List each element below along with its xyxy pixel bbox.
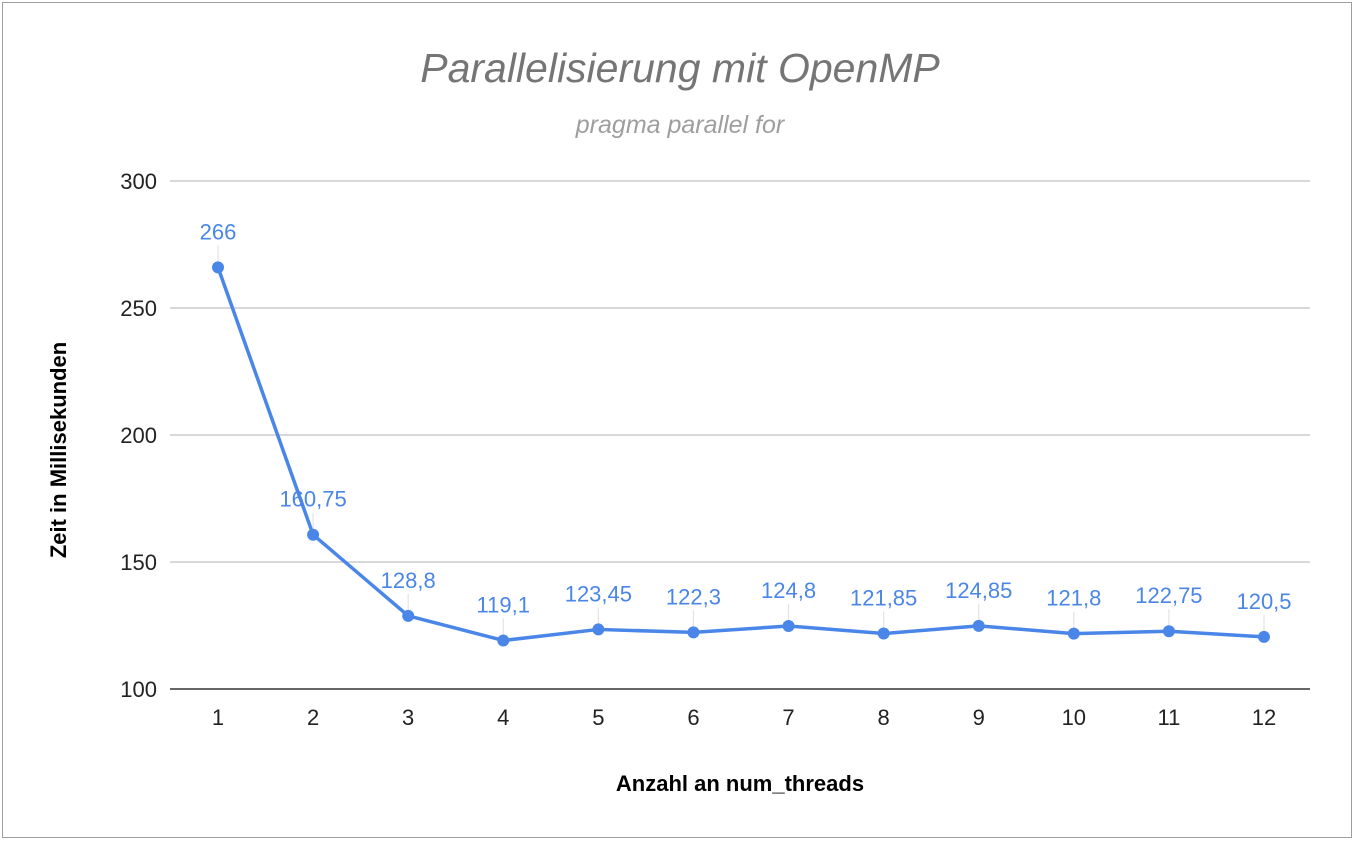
data-label: 160,75 [279, 487, 346, 512]
x-tick-label: 8 [878, 705, 890, 730]
chart-subtitle: pragma parallel for [575, 111, 786, 139]
y-tick-label: 200 [120, 423, 157, 448]
x-axis-ticks: 1 2 3 4 5 6 7 8 9 10 11 12 [212, 705, 1276, 730]
y-axis-ticks: 100 150 200 250 300 [120, 169, 157, 702]
y-tick-label: 250 [120, 296, 157, 321]
x-tick-label: 7 [782, 705, 794, 730]
series-line [216, 265, 1266, 643]
x-tick-label: 9 [973, 705, 985, 730]
data-label: 124,8 [761, 578, 816, 603]
data-point [1258, 630, 1270, 643]
x-tick-label: 2 [307, 705, 319, 730]
data-label: 124,85 [945, 578, 1012, 603]
data-label: 119,1 [477, 592, 530, 617]
x-tick-label: 4 [497, 705, 509, 730]
data-point [1162, 625, 1175, 638]
y-tick-label: 300 [120, 169, 157, 194]
data-point [1067, 627, 1080, 640]
data-point [212, 261, 224, 274]
data-labels: 266 160,75 128,8 119,1 123,45 122,3 124,8 121,8… [200, 219, 1292, 617]
data-label: 122,75 [1135, 583, 1202, 608]
chart-title: Parallelisierung mit OpenMP [420, 45, 940, 91]
y-tick-label: 150 [120, 550, 157, 575]
data-point [877, 627, 890, 640]
data-label: 120,5 [1236, 589, 1291, 614]
data-point [307, 528, 320, 541]
x-axis-title: Anzahl an num_threads [616, 771, 864, 796]
data-point [592, 623, 605, 636]
x-tick-label: 11 [1157, 705, 1180, 730]
x-tick-label: 12 [1252, 705, 1276, 730]
data-label: 123,45 [565, 581, 632, 606]
series-line-group [216, 265, 1266, 643]
x-tick-label: 6 [687, 705, 699, 730]
data-point [497, 634, 510, 647]
data-points [212, 261, 1270, 647]
data-label: 122,3 [666, 584, 721, 609]
data-label: 121,85 [850, 586, 917, 611]
data-label: 266 [200, 219, 237, 244]
data-point [687, 626, 700, 639]
grid-lines [170, 180, 1310, 690]
data-point [972, 619, 985, 632]
data-point [782, 620, 795, 633]
data-label-leaders [217, 245, 1265, 635]
x-tick-label: 5 [592, 705, 604, 730]
data-point [402, 609, 415, 622]
x-tick-label: 10 [1062, 705, 1086, 730]
data-label: 121,8 [1046, 586, 1101, 611]
y-axis-title: Zeit in Millisekunden [46, 342, 71, 558]
x-tick-label: 3 [402, 705, 414, 730]
data-label: 128,8 [381, 568, 436, 593]
x-tick-label: 1 [212, 705, 224, 730]
y-tick-label: 100 [120, 677, 157, 702]
